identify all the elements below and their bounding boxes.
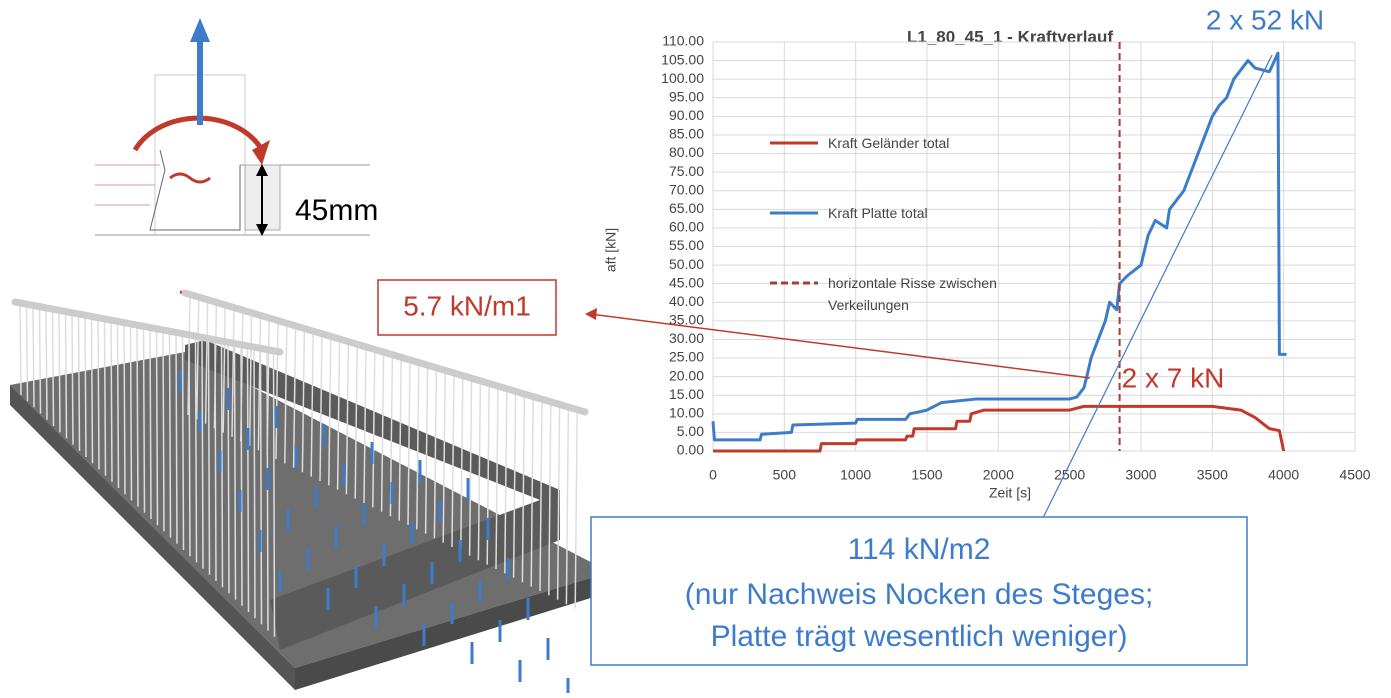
- rail-post: [209, 340, 210, 575]
- area-load-line: (nur Nachweis Nocken des Steges;: [685, 578, 1154, 611]
- rail-post: [66, 313, 67, 438]
- y-tick-label: 65.00: [669, 200, 704, 216]
- rail-post: [215, 341, 216, 581]
- y-tick-label: 80.00: [669, 144, 704, 160]
- rail-post: [176, 334, 177, 544]
- rail-post: [267, 351, 268, 631]
- rail-post: [59, 312, 60, 432]
- x-tick-label: 3500: [1197, 467, 1228, 483]
- y-tick-label: 95.00: [669, 88, 704, 104]
- rail-post: [27, 306, 28, 401]
- y-tick-label: 105.00: [661, 51, 704, 67]
- y-tick-label: 60.00: [669, 219, 704, 235]
- y-tick-label: 40.00: [669, 293, 704, 309]
- y-tick-label: 45.00: [669, 274, 704, 290]
- rail-post: [131, 325, 132, 500]
- area-load-line: 114 kN/m2: [848, 533, 991, 566]
- rail-post: [111, 322, 112, 482]
- y-tick-label: 20.00: [669, 367, 704, 383]
- arrow: [1038, 55, 1272, 528]
- rail-post: [157, 330, 158, 525]
- rail-post: [202, 339, 203, 569]
- bridge-illustration: [10, 292, 610, 693]
- mid-force-label: 2 x 7 kN: [1122, 362, 1225, 393]
- line-load-label: 5.7 kN/m1: [403, 290, 531, 321]
- rail-post: [79, 316, 80, 451]
- x-tick-label: 500: [773, 467, 797, 483]
- rail-post: [144, 328, 145, 513]
- y-tick-label: 55.00: [669, 237, 704, 253]
- rail-post: [163, 331, 164, 531]
- rail-post: [241, 346, 242, 606]
- x-tick-label: 1500: [911, 467, 942, 483]
- rail-post: [196, 337, 197, 562]
- rail-post: [222, 342, 223, 587]
- y-tick-label: 110.00: [662, 33, 704, 49]
- y-tick-label: 25.00: [669, 349, 704, 365]
- rail-post: [137, 327, 138, 507]
- y-tick-label: 100.00: [661, 70, 704, 86]
- y-axis-label: aft [kN]: [603, 228, 619, 272]
- rail-post: [72, 315, 73, 445]
- x-tick-label: 3000: [1125, 467, 1156, 483]
- x-tick-label: 4000: [1268, 467, 1299, 483]
- y-tick-label: 90.00: [669, 107, 704, 123]
- rail-post: [92, 318, 93, 463]
- y-tick-label: 75.00: [669, 163, 704, 179]
- y-tick-label: 15.00: [669, 386, 704, 402]
- rail-post: [235, 345, 236, 600]
- rail-post: [274, 352, 275, 637]
- x-tick-label: 1000: [840, 467, 871, 483]
- rail-post: [124, 324, 125, 494]
- rail-post: [170, 333, 171, 538]
- y-tick-label: 50.00: [669, 256, 704, 272]
- rail-post: [40, 309, 41, 414]
- arrow-head: [585, 308, 597, 320]
- y-tick-label: 0.00: [677, 442, 704, 458]
- rail-post: [105, 321, 106, 476]
- y-tick-label: 70.00: [669, 181, 704, 197]
- top-force-label: 2 x 52 kN: [1206, 4, 1324, 35]
- x-tick-label: 0: [709, 467, 717, 483]
- rail-post: [53, 311, 54, 426]
- x-tick-label: 4500: [1339, 467, 1370, 483]
- arrow: [590, 314, 1090, 378]
- rail-post: [118, 323, 119, 488]
- area-load-line: Platte trägt wesentlich weniger): [711, 620, 1128, 653]
- x-tick-label: 2000: [983, 467, 1014, 483]
- rail-post: [20, 305, 21, 395]
- chart-title: L1_80_45_1 - Kraftverlauf: [907, 27, 1113, 46]
- rail-post: [248, 347, 249, 612]
- y-tick-label: 85.00: [669, 126, 704, 142]
- rail-post: [85, 317, 86, 457]
- dimension-label: 45mm: [295, 194, 378, 227]
- rail-post: [254, 348, 255, 618]
- y-tick-label: 30.00: [669, 330, 704, 346]
- rail-post: [33, 307, 34, 407]
- legend-label: Kraft Geländer total: [828, 132, 1053, 154]
- chart: L1_80_45_1 - Kraftverlauf 0.00 5.00 10.00 15…: [603, 27, 1371, 500]
- legend-label: horizontale Risse zwischen Verkeilungen: [828, 272, 1053, 316]
- rail-post: [150, 329, 151, 519]
- slide: 45mm L1_80_45_1 - Kraftverlauf 0.00 5.00 10…: [0, 0, 1391, 693]
- y-tick-label: 5.00: [677, 423, 704, 439]
- rail-post: [228, 343, 229, 593]
- y-tick-label: 10.00: [669, 405, 704, 421]
- rail-post: [46, 310, 47, 420]
- x-tick-label: 2500: [1054, 467, 1085, 483]
- rail-post: [183, 335, 184, 550]
- x-axis-label: Zeit [s]: [989, 485, 1031, 501]
- rail-post: [189, 336, 190, 556]
- rail-post: [98, 319, 99, 469]
- legend-label: Kraft Platte total: [828, 202, 1053, 224]
- canvas: 45mm L1_80_45_1 - Kraftverlauf 0.00 5.00 10…: [0, 0, 1391, 693]
- rail-post: [261, 349, 262, 624]
